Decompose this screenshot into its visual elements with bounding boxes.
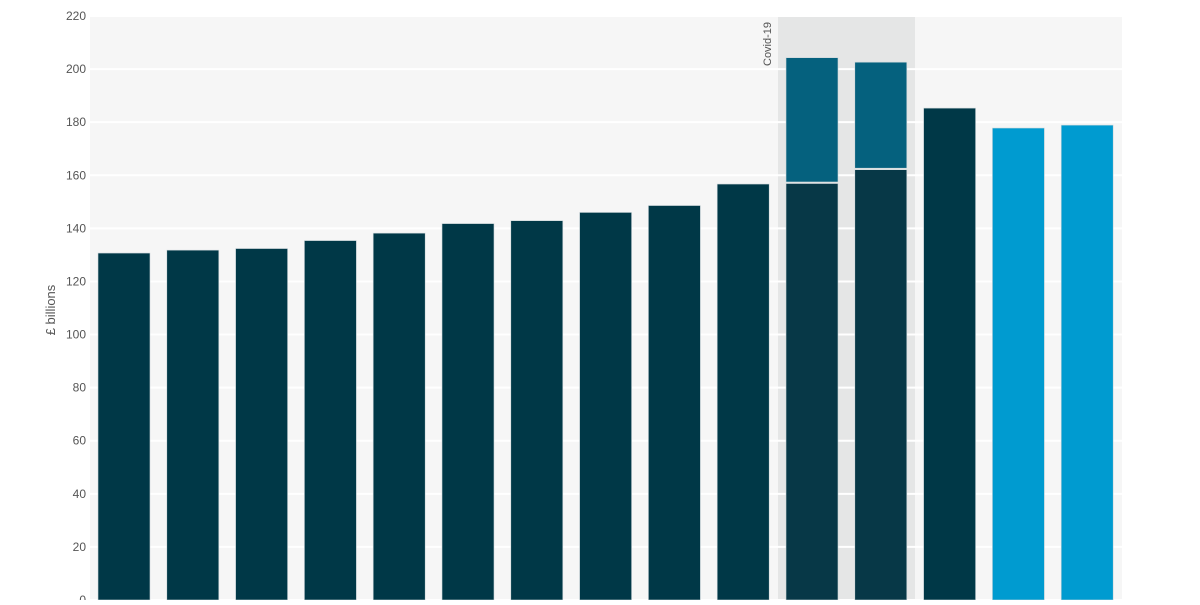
covid-annotation: Covid-19 bbox=[762, 22, 774, 66]
bar-11 bbox=[785, 183, 839, 601]
y-tick-label: 120 bbox=[66, 274, 86, 288]
bar-14 bbox=[992, 127, 1045, 601]
y-axis-label: £ billions bbox=[43, 284, 58, 335]
bar-3 bbox=[235, 248, 288, 601]
y-tick-label: 0 bbox=[79, 593, 86, 600]
bar-12-covid-extra bbox=[854, 61, 908, 169]
bar-11-covid-extra bbox=[785, 57, 839, 183]
bar-10 bbox=[716, 183, 770, 601]
bar-8 bbox=[579, 212, 632, 601]
bar-15 bbox=[1060, 124, 1114, 601]
y-tick-label: 180 bbox=[66, 115, 86, 129]
bar-6 bbox=[441, 223, 495, 601]
y-tick-label: 100 bbox=[66, 328, 86, 342]
bars bbox=[97, 57, 1114, 601]
bar-12 bbox=[854, 169, 908, 601]
bar-9 bbox=[648, 205, 701, 601]
y-tick-label: 200 bbox=[66, 62, 86, 76]
bar-7 bbox=[510, 220, 564, 601]
bar-13 bbox=[923, 107, 976, 601]
y-tick-label: 160 bbox=[66, 168, 86, 182]
y-tick-label: 40 bbox=[73, 487, 87, 501]
y-tick-label: 220 bbox=[66, 9, 86, 23]
y-tick-label: 80 bbox=[73, 381, 87, 395]
y-tick-label: 60 bbox=[73, 434, 87, 448]
bar-1 bbox=[97, 252, 151, 601]
y-tick-label: 140 bbox=[66, 221, 86, 235]
y-axis-ticks: 0 20 40 60 80 100 120 140 160 180 200 220 bbox=[66, 9, 87, 605]
bar-4 bbox=[304, 240, 357, 601]
y-tick-label: 20 bbox=[73, 540, 87, 554]
bar-2 bbox=[166, 249, 220, 601]
bar-5 bbox=[372, 232, 426, 601]
